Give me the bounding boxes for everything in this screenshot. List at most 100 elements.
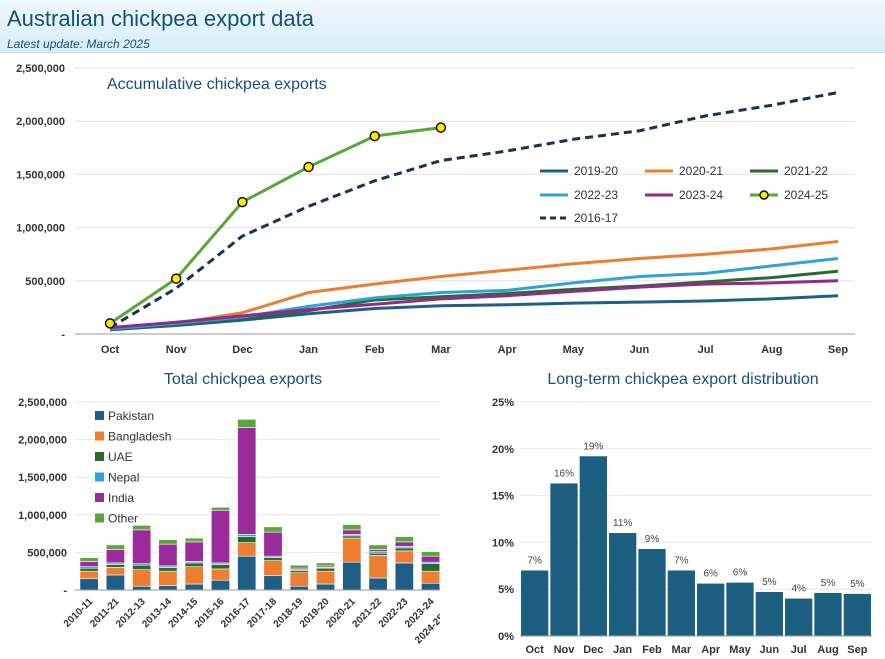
legend-label: 2016-17 (574, 211, 618, 225)
legend-label: Pakistan (108, 409, 154, 423)
data-point (369, 130, 380, 142)
bar (609, 533, 637, 636)
bar-segment (394, 562, 414, 591)
bar (521, 570, 549, 636)
bar-segment (289, 564, 309, 569)
page-subtitle: Latest update: March 2025 (7, 37, 150, 51)
bar-segment (132, 585, 152, 591)
x-tick-label: Oct (101, 344, 120, 356)
x-tick-label: Jan (299, 344, 318, 356)
bar-segment (184, 537, 204, 543)
x-tick-label: Jun (630, 344, 650, 356)
bar-segment (316, 570, 336, 585)
bar (755, 592, 783, 636)
x-tick-label: Apr (498, 344, 518, 356)
data-label: 16% (554, 468, 574, 479)
series-line (109, 239, 839, 331)
legend-label: 2019-20 (574, 164, 618, 178)
legend-marker (759, 190, 769, 200)
bar-segment (368, 549, 388, 552)
chart-title: Accumulative chickpea exports (107, 76, 327, 93)
bar-segment (263, 526, 283, 533)
data-label: 4% (791, 584, 806, 595)
bar-segment (158, 570, 178, 586)
bar-segment (237, 427, 257, 535)
data-label: 9% (645, 534, 660, 545)
bar-segment (421, 582, 440, 591)
total-exports-chart: - 500,000 1,000,000 1,500,000 2,000,000 2,500… (18, 371, 440, 646)
x-tick-label: Aug (817, 644, 838, 656)
legend-label: 2022-23 (574, 188, 618, 202)
bar-segment (210, 564, 230, 570)
x-tick-label: Nov (554, 644, 576, 656)
data-point (237, 196, 248, 208)
bar-segment (237, 536, 257, 543)
y-tick-label: 2,000,000 (18, 435, 67, 447)
bar-segment (158, 539, 178, 545)
bar-segment (421, 555, 440, 563)
x-tick-label: Jul (791, 644, 807, 656)
x-tick-label: Mar (431, 344, 451, 356)
bar-segment (184, 583, 204, 591)
bar-segment (132, 525, 152, 531)
x-tick-label: Feb (642, 644, 662, 656)
data-label: 19% (583, 441, 603, 452)
bar-segment (421, 551, 440, 557)
bar-segment (316, 583, 336, 591)
y-tick-label: 20% (492, 444, 514, 456)
bar-segment (210, 506, 230, 511)
bar (843, 593, 871, 636)
bar-segment (342, 524, 362, 531)
bar-segment (263, 560, 283, 577)
bar (697, 583, 725, 636)
bar-segment (289, 570, 309, 574)
bar-segment (394, 550, 414, 564)
y-tick-label: 25% (492, 397, 514, 409)
bar-segment (263, 557, 283, 561)
bar (785, 598, 813, 636)
y-tick-label: - (63, 585, 67, 597)
y-tick-label: 2,500,000 (16, 63, 65, 75)
bar (667, 570, 695, 636)
legend-label: 2023-24 (679, 188, 723, 202)
x-tick-label: Jun (760, 644, 780, 656)
bar-segment (210, 509, 230, 564)
bar-segment (316, 567, 336, 572)
y-tick-label: 5% (498, 584, 514, 596)
x-tick-label: Dec (583, 644, 603, 656)
bar-segment (210, 579, 230, 591)
bar-segment (289, 572, 309, 587)
legend-label: Bangladesh (108, 430, 171, 444)
bar-segment (263, 575, 283, 591)
bar-segment (158, 585, 178, 591)
legend-swatch (95, 513, 104, 523)
legend-swatch (95, 493, 104, 502)
y-tick-label: 10% (492, 537, 514, 549)
legend-label: 2021-22 (784, 164, 828, 178)
data-label: 5% (850, 579, 865, 590)
bar-segment (79, 561, 99, 567)
x-tick-label: May (729, 644, 751, 656)
bar-segment (105, 549, 125, 564)
bar-segment (105, 574, 125, 591)
x-tick-label: May (563, 344, 585, 356)
x-tick-label: Nov (166, 344, 188, 356)
bar-segment (342, 529, 362, 535)
y-tick-label: 0% (498, 631, 514, 643)
bar-segment (79, 570, 99, 580)
bar-segment (237, 542, 257, 557)
bar-segment (79, 567, 99, 572)
data-label: 11% (613, 518, 632, 529)
x-tick-label: Mar (672, 644, 692, 656)
bar-segment (158, 567, 178, 572)
legend-label: UAE (108, 450, 133, 464)
bar-segment (394, 536, 414, 543)
series-line (109, 126, 442, 325)
bar-segment (421, 563, 440, 572)
bar-segment (105, 567, 125, 576)
bar-segment (342, 535, 362, 539)
data-label: 7% (674, 555, 689, 566)
bar-segment (105, 544, 125, 550)
bar-segment (421, 570, 440, 584)
legend-swatch (95, 411, 104, 420)
